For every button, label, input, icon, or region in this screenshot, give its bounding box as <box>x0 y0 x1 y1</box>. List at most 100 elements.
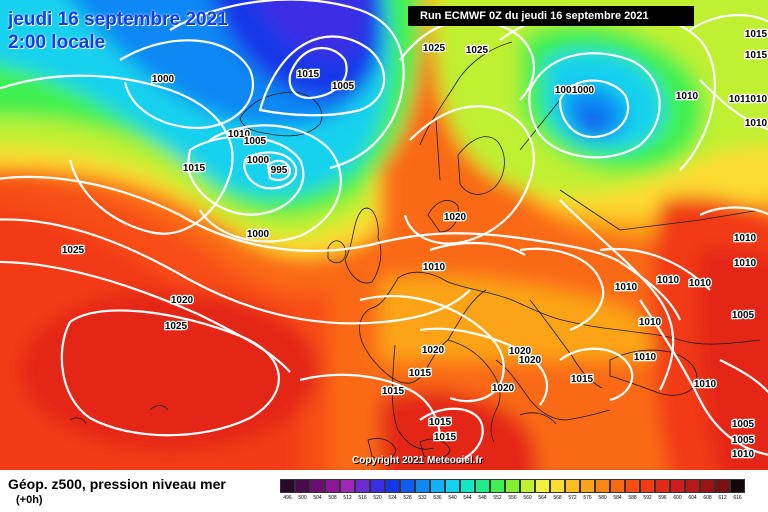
isobar-pressure-label: 1005 <box>332 81 355 92</box>
isobar-pressure-label: 1005 <box>732 419 755 430</box>
isobar-pressure-label: 1025 <box>165 321 188 332</box>
scale-swatch <box>730 479 745 493</box>
isobar-pressure-label: 1010 <box>676 91 699 102</box>
isobar-pressure-label: 1020 <box>171 295 194 306</box>
scale-swatch <box>520 479 535 493</box>
isobar-pressure-label: 1010 <box>694 379 717 390</box>
isobar-pressure-label: 1010 <box>745 118 768 129</box>
isobar-pressure-label: 1025 <box>466 45 489 56</box>
scale-swatch <box>385 479 400 493</box>
scale-swatch <box>355 479 370 493</box>
scale-swatch <box>640 479 655 493</box>
isobar-pressure-label: 1000 <box>152 74 175 85</box>
isobar-pressure-label: 1015 <box>434 432 457 443</box>
scale-tick-label: 608 <box>703 495 712 501</box>
scale-swatch <box>400 479 415 493</box>
scale-tick-label: 588 <box>628 495 637 501</box>
scale-swatch <box>565 479 580 493</box>
isobar-pressure-label: 1025 <box>423 43 446 54</box>
isobar-pressure-label: 1000 <box>247 229 270 240</box>
isobar-pressure-label: 1010 <box>423 262 446 273</box>
scale-swatch <box>595 479 610 493</box>
scale-tick-label: 584 <box>613 495 622 501</box>
scale-tick-label: 596 <box>658 495 667 501</box>
copyright-notice: Copyright 2021 Meteociel.fr <box>352 455 483 466</box>
scale-swatch <box>535 479 550 493</box>
scale-swatch <box>445 479 460 493</box>
scale-swatch <box>370 479 385 493</box>
scale-tick-label: 508 <box>328 495 337 501</box>
scale-tick-label: 552 <box>493 495 502 501</box>
scale-tick-label: 504 <box>313 495 322 501</box>
isobar-pressure-label: 1000 <box>247 155 270 166</box>
scale-tick-label: 600 <box>673 495 682 501</box>
scale-tick-label: 592 <box>643 495 652 501</box>
isobar-pressure-label: 1020 <box>444 212 467 223</box>
scale-swatch <box>625 479 640 493</box>
scale-tick-label: 532 <box>418 495 427 501</box>
isobar-pressure-label: 1020 <box>422 345 445 356</box>
isobar-pressure-label: 995 <box>271 165 288 176</box>
isobar-pressure-label: 1015 <box>382 386 405 397</box>
isobar-pressure-label: 1010 <box>732 449 755 460</box>
scale-swatch <box>490 479 505 493</box>
scale-tick-label: 540 <box>448 495 457 501</box>
scale-tick-label: 512 <box>343 495 352 501</box>
legend-subtitle: (+0h) <box>16 494 43 506</box>
scale-swatch <box>655 479 670 493</box>
scale-tick-label: 560 <box>523 495 532 501</box>
scale-swatch <box>475 479 490 493</box>
isobar-pressure-label: 1015 <box>745 50 768 61</box>
scale-swatch <box>310 479 325 493</box>
isobar-pressure-label: 1015 <box>429 417 452 428</box>
isobar-pressure-label: 1010 <box>657 275 680 286</box>
scale-tick-label: 516 <box>358 495 367 501</box>
isobar-pressure-label: 1015 <box>571 374 594 385</box>
isobar-pressure-label: 1005 <box>732 435 755 446</box>
scale-tick-label: 556 <box>508 495 517 501</box>
isobar-pressure-label: 1010 <box>745 94 768 105</box>
scale-swatch <box>430 479 445 493</box>
scale-tick-label: 500 <box>298 495 307 501</box>
isobar-pressure-label: 1020 <box>492 383 515 394</box>
isobars <box>0 0 768 462</box>
map-date-title: jeudi 16 septembre 2021 <box>8 9 228 30</box>
color-scale: 496 500 504 508 512 516 520 524 528 532 536 540 544 5… <box>280 479 746 503</box>
isobar-pressure-label: 1005 <box>244 136 267 147</box>
scale-swatch <box>610 479 625 493</box>
scale-tick-label: 520 <box>373 495 382 501</box>
coastlines <box>69 41 761 460</box>
isobar-pressure-label: 1015 <box>297 69 320 80</box>
model-run-banner: Run ECMWF 0Z du jeudi 16 septembre 2021 <box>408 6 694 26</box>
scale-tick-label: 536 <box>433 495 442 501</box>
scale-tick-label: 604 <box>688 495 697 501</box>
isobar-pressure-label: 1015 <box>183 163 206 174</box>
isobar-pressure-label: 1010 <box>639 317 662 328</box>
map-time-title: 2:00 locale <box>8 32 106 53</box>
scale-swatch <box>550 479 565 493</box>
scale-tick-label: 580 <box>598 495 607 501</box>
isobar-pressure-label: 1020 <box>519 355 542 366</box>
scale-tick-label: 572 <box>568 495 577 501</box>
z500-color-field <box>0 0 768 470</box>
scale-swatch <box>670 479 685 493</box>
scale-tick-label: 524 <box>388 495 397 501</box>
scale-tick-label: 568 <box>553 495 562 501</box>
isobar-pressure-label: 1025 <box>62 245 85 256</box>
isobar-pressure-label: 1000 <box>572 85 595 96</box>
scale-swatch <box>715 479 730 493</box>
isobar-pressure-label: 1010 <box>615 282 638 293</box>
isobar-pressure-label: 1010 <box>734 233 757 244</box>
scale-tick-label: 496 <box>283 495 292 501</box>
scale-tick-label: 576 <box>583 495 592 501</box>
scale-swatch <box>295 479 310 493</box>
scale-tick-label: 528 <box>403 495 412 501</box>
isobar-pressure-label: 1005 <box>555 85 578 96</box>
scale-swatch <box>580 479 595 493</box>
isobar-pressure-label: 1010 <box>729 94 752 105</box>
scale-swatch <box>325 479 340 493</box>
scale-tick-label: 616 <box>733 495 742 501</box>
